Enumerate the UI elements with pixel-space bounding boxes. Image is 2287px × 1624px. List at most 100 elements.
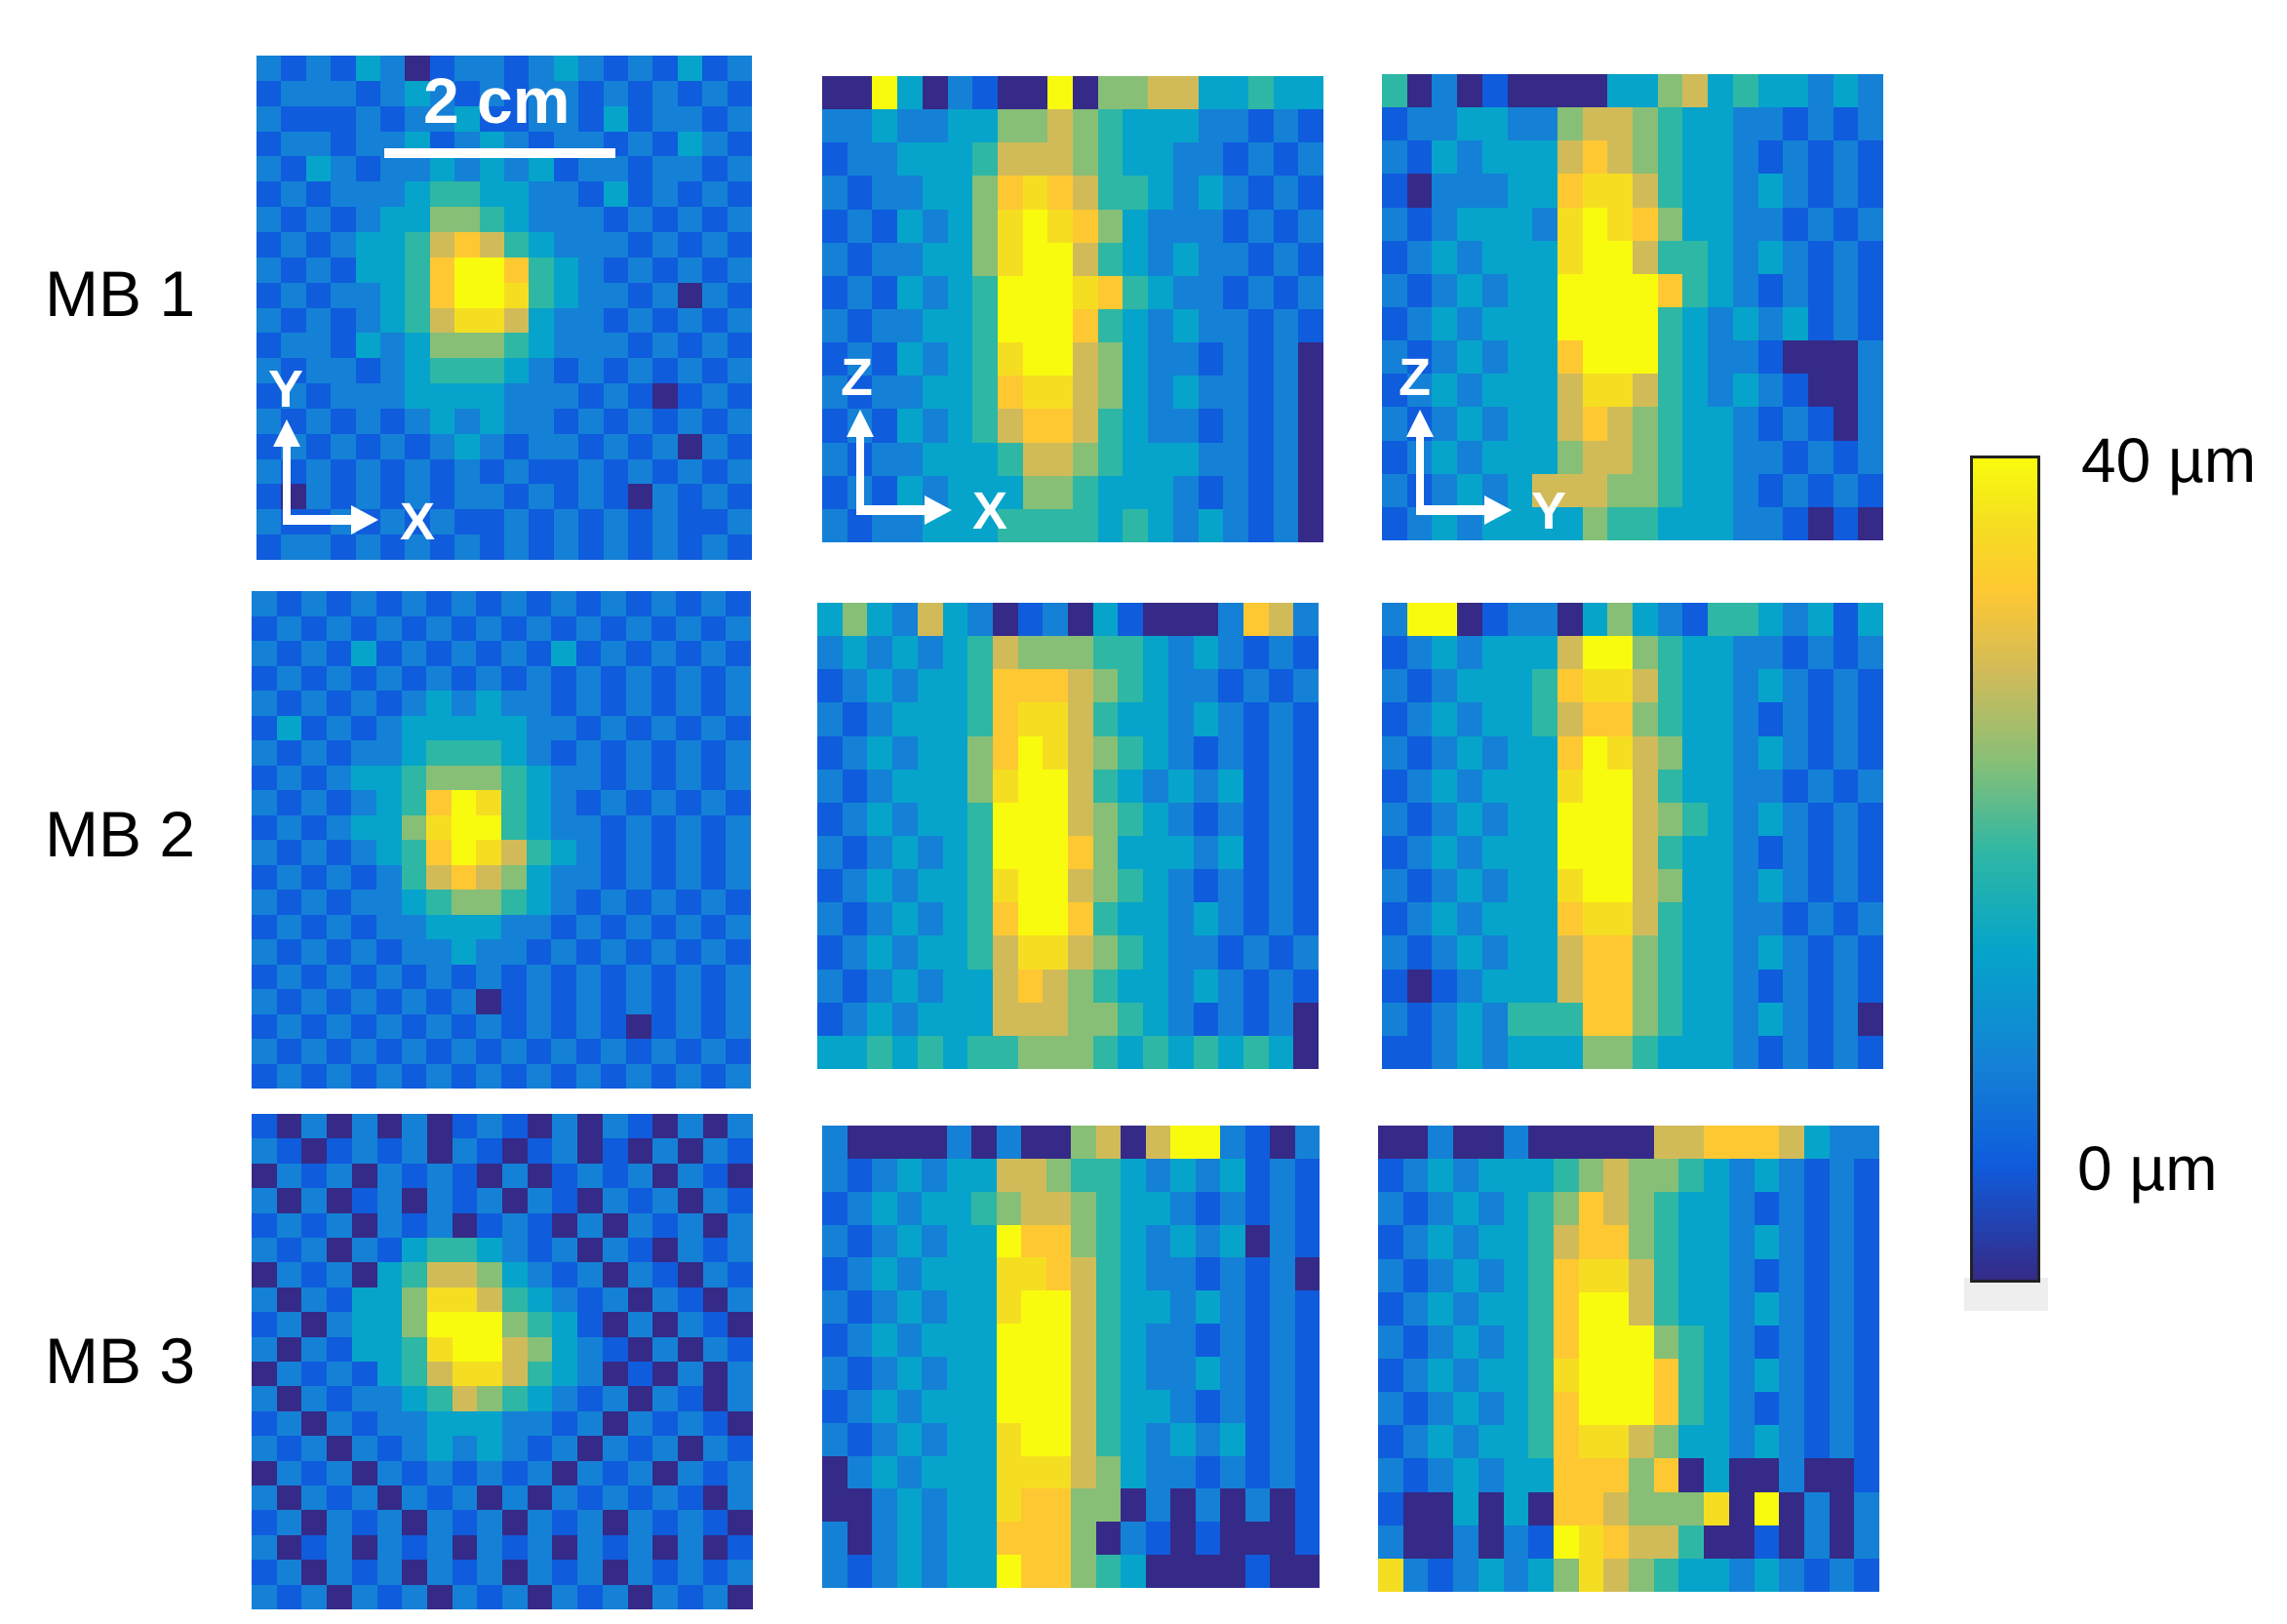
heatmap-cell <box>402 1410 427 1437</box>
heatmap-cell <box>1803 1291 1830 1326</box>
heatmap-cell <box>1382 240 1407 274</box>
heatmap-cell <box>355 181 380 208</box>
heatmap-cell <box>728 1336 753 1362</box>
heatmap-cell <box>553 535 579 560</box>
heatmap-cell <box>578 307 604 334</box>
heatmap-cell <box>1807 702 1834 736</box>
heatmap-cell <box>677 156 703 182</box>
heatmap-cell <box>602 1386 628 1411</box>
heatmap-cell <box>1754 1291 1780 1326</box>
heatmap-cell <box>1754 1525 1780 1559</box>
heatmap-cell <box>1170 1422 1196 1456</box>
heatmap-cell <box>1803 1558 1830 1592</box>
heatmap-cell <box>1553 1458 1579 1492</box>
heatmap-cell <box>454 156 480 182</box>
heatmap-cell <box>967 1035 993 1069</box>
heatmap-cell <box>351 691 376 716</box>
heatmap-cell <box>1293 1035 1319 1069</box>
heatmap-cell <box>429 231 455 257</box>
heatmap-cell <box>577 1510 603 1535</box>
heatmap-cell <box>577 1237 603 1263</box>
heatmap-cell <box>529 56 554 81</box>
heatmap-cell <box>1145 1455 1170 1489</box>
heatmap-cell <box>1633 340 1658 375</box>
heatmap-cell <box>1021 1522 1046 1556</box>
heatmap-cell <box>1047 409 1073 443</box>
heatmap-cell <box>355 207 380 232</box>
heatmap-cell <box>252 740 277 766</box>
heatmap-cell <box>967 902 993 936</box>
heatmap-cell <box>947 142 973 177</box>
heatmap-cell <box>1582 506 1608 540</box>
heatmap-cell <box>1633 240 1658 274</box>
heatmap-cell <box>1704 1525 1729 1559</box>
heatmap-cell <box>702 408 728 434</box>
heatmap-cell <box>526 964 552 989</box>
heatmap-cell <box>1507 440 1533 474</box>
heatmap-cell <box>252 1584 277 1609</box>
heatmap-cell <box>1578 1225 1604 1259</box>
heatmap-mb2-xz <box>817 603 1319 1069</box>
heatmap-cell <box>376 1386 403 1411</box>
heatmap-cell <box>1732 1002 1758 1036</box>
heatmap-cell <box>1682 440 1709 474</box>
heatmap-cell <box>652 1114 678 1139</box>
heatmap-cell <box>1829 1392 1855 1426</box>
heatmap-cell <box>702 1510 729 1535</box>
heatmap-cell <box>1682 835 1709 870</box>
heatmap-cell <box>1578 1425 1604 1459</box>
heatmap-cell <box>502 1436 528 1461</box>
heatmap-cell <box>728 1534 753 1561</box>
heatmap-cell <box>327 1212 352 1238</box>
heatmap-cell <box>1402 1392 1429 1426</box>
heatmap-cell <box>1406 140 1433 175</box>
heatmap-cell <box>301 1237 328 1263</box>
heatmap-cell <box>305 383 332 409</box>
heatmap-cell <box>626 790 651 815</box>
heatmap-cell <box>1118 735 1144 770</box>
heatmap-cell <box>1195 1324 1220 1357</box>
heatmap-cell <box>1481 306 1508 341</box>
heatmap-cell <box>402 1237 427 1263</box>
heatmap-cell <box>426 1460 453 1485</box>
heatmap-cell <box>1244 1224 1270 1258</box>
heatmap-cell <box>1428 1458 1454 1492</box>
heatmap-cell <box>1833 74 1859 108</box>
heatmap-cell <box>602 1436 628 1461</box>
heatmap-cell <box>1118 669 1144 703</box>
heatmap-cell <box>627 1212 653 1238</box>
heatmap-cell <box>1732 869 1758 903</box>
heatmap-cell <box>1854 1458 1879 1492</box>
heatmap-cell <box>967 636 993 670</box>
heatmap-cell <box>1557 506 1583 540</box>
heatmap-cell <box>301 964 327 989</box>
heatmap-cell <box>1457 969 1482 1003</box>
colorbar-shadow <box>1964 1278 2048 1311</box>
heatmap-cell <box>402 1436 427 1461</box>
heatmap-cell <box>1507 273 1533 307</box>
heatmap-cell <box>426 1485 453 1511</box>
heatmap-cell <box>946 1158 971 1192</box>
heatmap-cell <box>1244 1324 1270 1357</box>
heatmap-cell <box>1557 207 1583 241</box>
heatmap-cell <box>1298 342 1323 376</box>
heatmap-cell <box>1754 1192 1780 1226</box>
heatmap-cell <box>252 691 277 716</box>
heatmap-cell <box>1123 176 1149 210</box>
heatmap-cell <box>379 358 406 384</box>
heatmap-cell <box>401 989 427 1014</box>
heatmap-cell <box>942 869 968 903</box>
heatmap-cell <box>1478 1392 1504 1426</box>
heatmap-cell <box>476 814 501 840</box>
axis-label-z: Z <box>1399 348 1431 407</box>
heatmap-cell <box>1167 1035 1194 1069</box>
heatmap-cell <box>1193 603 1219 637</box>
heatmap-cell <box>305 80 332 106</box>
heatmap-cell <box>1143 835 1168 870</box>
heatmap-cell <box>967 1002 993 1036</box>
colorbar-max-label: 40 µm <box>2081 425 2257 495</box>
heatmap-cell <box>1406 407 1433 441</box>
heatmap-cell <box>276 964 302 989</box>
heatmap-cell <box>451 814 477 840</box>
heatmap-cell <box>1557 140 1583 175</box>
